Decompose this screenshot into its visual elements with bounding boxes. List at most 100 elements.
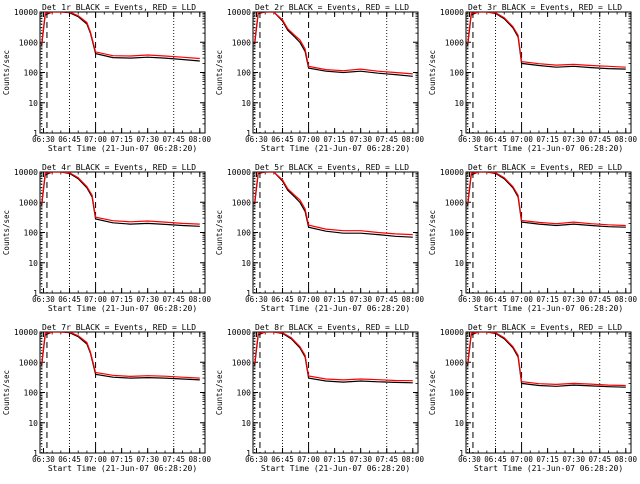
x-tick-label: 07:00	[84, 295, 107, 304]
y-axis-label: Counts/sec	[428, 50, 437, 95]
x-tick-label: 07:45	[588, 135, 611, 144]
x-tick-label: 08:00	[615, 455, 638, 464]
y-tick-label: 1000	[232, 198, 251, 207]
x-axis-label: Start Time (21-Jun-07 06:28:20)	[261, 304, 410, 313]
panel-title: Det 4r BLACK = Events, RED = LLD	[42, 163, 196, 172]
y-tick-label: 10000	[14, 8, 38, 17]
events-series-line	[467, 332, 626, 388]
y-tick-label: 10000	[227, 8, 251, 17]
x-tick-label: 07:30	[562, 295, 585, 304]
plot-frame	[465, 11, 632, 134]
y-tick-label: 10	[28, 419, 38, 428]
panel-title: Det 7r BLACK = Events, RED = LLD	[42, 323, 196, 332]
x-axis-label: Start Time (21-Jun-07 06:28:20)	[48, 144, 197, 153]
y-tick-label: 100	[237, 389, 252, 398]
lld-series-line	[41, 332, 200, 379]
x-tick-label: 07:45	[375, 295, 398, 304]
x-tick-label: 07:00	[297, 455, 320, 464]
y-tick-label: 1	[246, 289, 251, 298]
y-tick-label: 1	[459, 129, 464, 138]
x-axis-label: Start Time (21-Jun-07 06:28:20)	[474, 144, 623, 153]
detector-panel: 1 10 100 1000 10000 06:30 06:45 07:00 07:15 07:30…	[428, 3, 638, 153]
y-tick-label: 10000	[440, 328, 464, 337]
x-tick-label: 07:15	[536, 455, 559, 464]
y-tick-label: 100	[237, 69, 252, 78]
x-tick-label: 07:15	[323, 295, 346, 304]
lld-series-line	[41, 12, 200, 60]
x-tick-label: 06:30	[245, 135, 268, 144]
x-tick-label: 07:30	[562, 135, 585, 144]
panel-title: Det 6r BLACK = Events, RED = LLD	[468, 163, 622, 172]
x-tick-label: 07:00	[297, 135, 320, 144]
x-tick-label: 07:15	[323, 455, 346, 464]
x-axis-label: Start Time (21-Jun-07 06:28:20)	[474, 464, 623, 473]
y-tick-label: 100	[24, 69, 39, 78]
x-tick-label: 07:00	[84, 455, 107, 464]
x-tick-label: 07:15	[110, 295, 133, 304]
plot-frame	[39, 331, 206, 454]
x-tick-label: 06:45	[484, 295, 507, 304]
events-series-line	[41, 332, 200, 381]
events-series-line	[254, 332, 413, 384]
lld-series-line	[254, 12, 413, 75]
lld-series-line	[467, 12, 626, 68]
y-tick-label: 1	[33, 449, 38, 458]
y-tick-label: 10000	[440, 8, 464, 17]
y-tick-label: 1	[459, 449, 464, 458]
x-tick-label: 06:30	[32, 455, 55, 464]
x-tick-label: 06:45	[271, 295, 294, 304]
x-tick-label: 07:45	[375, 455, 398, 464]
detector-panel: 1 10 100 1000 10000 06:30 06:45 07:00 07:15 07:30…	[2, 3, 212, 153]
y-tick-label: 100	[450, 229, 465, 238]
y-tick-label: 1000	[232, 358, 251, 367]
panel-title: Det 5r BLACK = Events, RED = LLD	[255, 163, 409, 172]
panel-title: Det 3r BLACK = Events, RED = LLD	[468, 3, 622, 12]
y-tick-label: 10	[241, 419, 251, 428]
x-tick-label: 07:00	[510, 135, 533, 144]
plot-frame	[39, 171, 206, 294]
x-tick-label: 06:30	[458, 295, 481, 304]
x-tick-label: 07:00	[297, 295, 320, 304]
y-tick-label: 1000	[445, 38, 464, 47]
lld-series-line	[467, 172, 626, 227]
y-axis-label: Counts/sec	[2, 210, 11, 255]
panel-title: Det 9r BLACK = Events, RED = LLD	[468, 323, 622, 332]
x-axis-label: Start Time (21-Jun-07 06:28:20)	[48, 464, 197, 473]
x-tick-label: 07:15	[536, 295, 559, 304]
x-tick-label: 06:30	[245, 455, 268, 464]
y-tick-label: 1000	[445, 358, 464, 367]
x-tick-label: 08:00	[402, 455, 425, 464]
detector-panel: 1 10 100 1000 10000 06:30 06:45 07:00 07:15 07:30…	[2, 323, 212, 473]
panel-title: Det 2r BLACK = Events, RED = LLD	[255, 3, 409, 12]
y-tick-label: 1	[33, 129, 38, 138]
y-tick-label: 1	[246, 449, 251, 458]
x-tick-label: 07:15	[110, 135, 133, 144]
y-axis-label: Counts/sec	[2, 50, 11, 95]
x-tick-label: 07:45	[162, 295, 185, 304]
y-axis-label: Counts/sec	[215, 370, 224, 415]
plot-frame	[252, 331, 419, 454]
detector-panel: 1 10 100 1000 10000 06:30 06:45 07:00 07:15 07:30…	[215, 163, 425, 313]
y-tick-label: 100	[450, 389, 465, 398]
x-tick-label: 07:45	[375, 135, 398, 144]
x-tick-label: 07:30	[349, 135, 372, 144]
y-tick-label: 1	[459, 289, 464, 298]
y-tick-label: 10	[454, 99, 464, 108]
y-tick-label: 10000	[440, 168, 464, 177]
lld-series-line	[254, 172, 413, 236]
x-tick-label: 08:00	[189, 455, 212, 464]
y-axis-label: Counts/sec	[2, 370, 11, 415]
y-tick-label: 10	[454, 419, 464, 428]
x-axis-label: Start Time (21-Jun-07 06:28:20)	[261, 464, 410, 473]
plot-frame	[39, 11, 206, 134]
x-tick-label: 07:30	[136, 135, 159, 144]
lld-series-line	[467, 332, 626, 387]
x-tick-label: 07:45	[162, 455, 185, 464]
y-tick-label: 100	[24, 389, 39, 398]
panel-title: Det 8r BLACK = Events, RED = LLD	[255, 323, 409, 332]
detector-panel: 1 10 100 1000 10000 06:30 06:45 07:00 07:15 07:30…	[428, 323, 638, 473]
y-tick-label: 1000	[232, 38, 251, 47]
x-axis-label: Start Time (21-Jun-07 06:28:20)	[48, 304, 197, 313]
x-tick-label: 07:30	[136, 295, 159, 304]
